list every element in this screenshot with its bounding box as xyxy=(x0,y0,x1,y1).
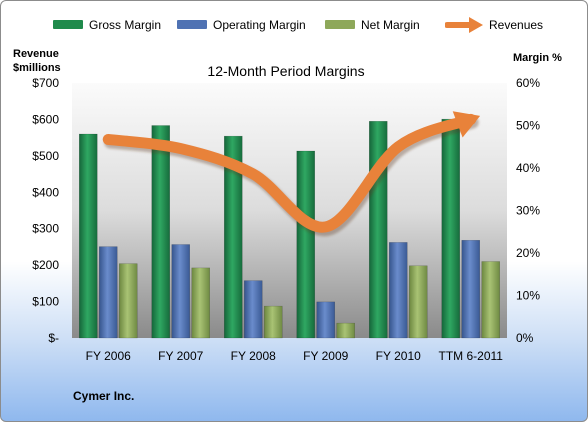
bar-operating-margin xyxy=(461,240,480,339)
bar-gross-margin xyxy=(441,118,460,339)
legend-swatch-operating xyxy=(177,20,207,29)
right-axis-title: Margin % xyxy=(513,52,562,64)
chart-title: 12-Month Period Margins xyxy=(207,63,364,79)
legend-operating-label: Operating Margin xyxy=(213,18,306,32)
legend-swatch-gross xyxy=(53,20,83,29)
legend-net-label: Net Margin xyxy=(361,18,420,32)
x-tick-label: FY 2006 xyxy=(86,349,131,363)
legend-swatch-net xyxy=(325,20,355,29)
right-tick-label: 0% xyxy=(516,331,534,345)
x-tick-label: FY 2008 xyxy=(231,349,276,363)
x-tick-label: FY 2010 xyxy=(376,349,421,363)
revenues-arrowhead xyxy=(452,111,481,138)
company-name: Cymer Inc. xyxy=(73,389,135,403)
bar-net-margin xyxy=(409,265,428,339)
right-tick-label: 10% xyxy=(516,289,540,303)
x-tick-label: FY 2007 xyxy=(158,349,203,363)
revenues-line xyxy=(102,113,477,233)
left-tick-label: $200 xyxy=(32,258,59,272)
right-tick-label: 20% xyxy=(516,246,540,260)
legend-gross-label: Gross Margin xyxy=(89,18,162,32)
bar-net-margin xyxy=(191,267,210,339)
x-tick-label: TTM 6-2011 xyxy=(439,349,504,363)
left-axis-title: Revenue $millions xyxy=(13,48,61,74)
bar-net-margin xyxy=(264,305,283,339)
bar-operating-margin xyxy=(171,244,190,339)
legend-revenues-label: Revenues xyxy=(489,18,544,32)
bar-operating-margin xyxy=(244,280,263,339)
left-tick-label: $400 xyxy=(32,185,59,199)
bar-gross-margin xyxy=(151,125,170,339)
left-tick-label: $100 xyxy=(32,295,59,309)
left-tick-label: $- xyxy=(48,331,59,345)
right-tick-label: 30% xyxy=(516,204,540,218)
bar-operating-margin xyxy=(389,242,408,339)
bar-operating-margin xyxy=(99,246,118,339)
left-tick-label: $300 xyxy=(32,222,59,236)
right-tick-label: 50% xyxy=(516,119,540,133)
bar-gross-margin xyxy=(79,133,98,339)
right-tick-label: 60% xyxy=(516,76,540,90)
right-tick-label: 40% xyxy=(516,161,540,175)
left-tick-label: $500 xyxy=(32,149,59,163)
bar-net-margin xyxy=(481,261,500,339)
left-tick-label: $700 xyxy=(32,76,59,90)
bar-gross-margin xyxy=(296,150,315,339)
bar-net-margin xyxy=(119,263,138,339)
left-tick-label: $600 xyxy=(32,112,59,126)
bar-net-margin xyxy=(336,322,355,339)
bar-gross-margin xyxy=(224,135,243,339)
legend-swatch-revenues xyxy=(445,17,483,33)
x-tick-label: FY 2009 xyxy=(303,349,348,363)
bar-operating-margin xyxy=(316,301,335,339)
